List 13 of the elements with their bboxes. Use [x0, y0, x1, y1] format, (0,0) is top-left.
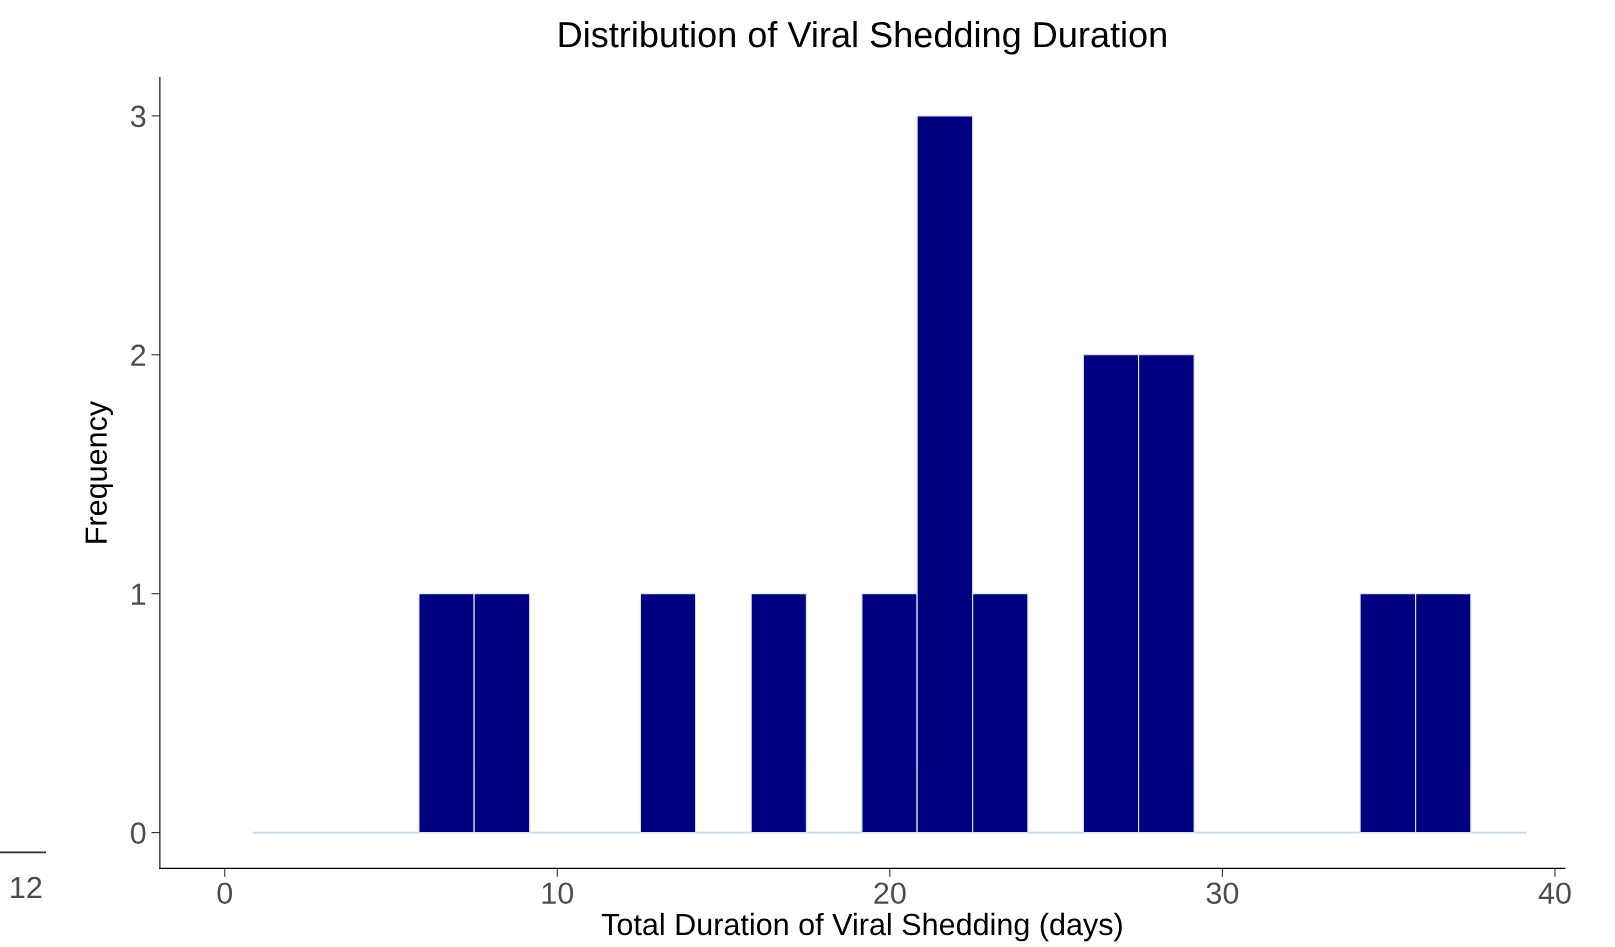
y-tick-label: 2: [131, 344, 146, 366]
x-tick-label: 0: [217, 882, 233, 905]
x-tick-label: 10: [542, 882, 574, 905]
y-tick-label: 0: [130, 822, 146, 844]
x-tick-label: 20: [874, 882, 906, 905]
y-tick-label: 3: [130, 105, 146, 128]
x-tick-label: 40: [1538, 882, 1571, 905]
y-axis-title: Frequency: [85, 400, 114, 543]
chart-title: Distribution of Viral Shedding Duration: [559, 20, 1166, 55]
x-axis-title: Total Duration of Viral Shedding (days): [601, 912, 1122, 942]
x-tick-label: 30: [1206, 882, 1239, 905]
text: 12: [11, 876, 42, 899]
y-tick-label: 1: [132, 583, 146, 605]
